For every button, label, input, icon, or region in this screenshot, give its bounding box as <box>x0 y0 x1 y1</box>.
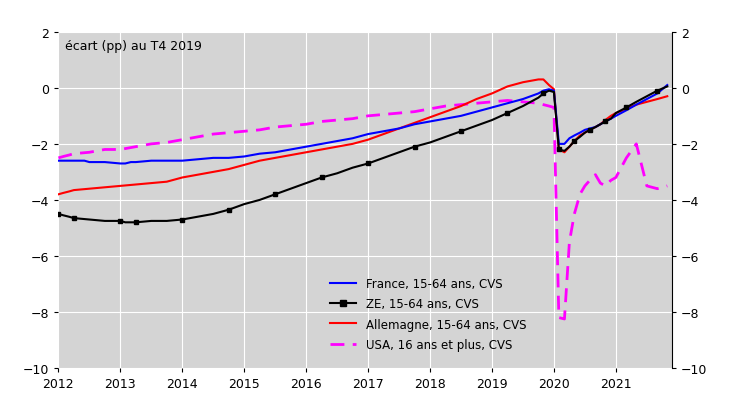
Legend: France, 15-64 ans, CVS, ZE, 15-64 ans, CVS, Allemagne, 15-64 ans, CVS, USA, 16 a: France, 15-64 ans, CVS, ZE, 15-64 ans, C… <box>326 273 531 355</box>
Text: écart (pp) au T4 2019: écart (pp) au T4 2019 <box>64 39 201 52</box>
